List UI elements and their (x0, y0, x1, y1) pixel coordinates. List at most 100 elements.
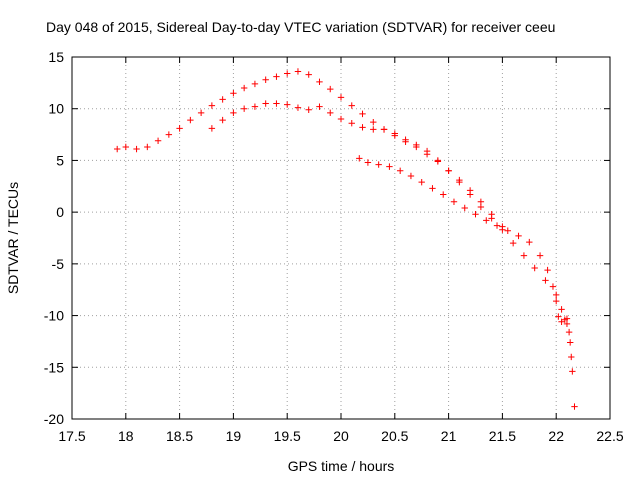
data-point (380, 126, 388, 133)
data-point (549, 283, 557, 290)
axis-ticks (71, 56, 611, 420)
data-points (113, 68, 578, 410)
y-axis-label: SDTVAR / TECUs (5, 182, 21, 294)
series-arc-b (208, 100, 571, 322)
series-arc-a (113, 68, 506, 230)
data-point (219, 96, 226, 103)
data-point (294, 68, 302, 75)
data-point (531, 264, 538, 272)
data-point (520, 252, 528, 259)
y-tick-label: -10 (44, 308, 64, 324)
data-point (569, 368, 576, 375)
data-point (375, 161, 382, 168)
x-tick-label: 21 (441, 428, 457, 444)
data-point (230, 90, 237, 97)
data-point (555, 313, 562, 320)
data-point (423, 147, 431, 155)
x-tick-label: 22 (548, 428, 564, 444)
data-point (240, 105, 248, 112)
x-tick-label: 19 (226, 428, 242, 444)
data-point (466, 191, 474, 198)
x-tick-label: 22.5 (596, 428, 623, 444)
x-tick-label: 21.5 (489, 428, 516, 444)
data-point (370, 126, 377, 133)
y-tick-label: -5 (52, 256, 65, 272)
data-point (262, 100, 269, 107)
y-tick-label: 15 (48, 49, 64, 65)
data-point (418, 178, 425, 186)
data-point (273, 73, 280, 80)
y-tick-labels: -20 -15 -10 -5 0 5 10 15 (44, 49, 64, 427)
data-point (499, 226, 506, 233)
data-point (165, 131, 173, 138)
x-tick-label: 17.5 (58, 428, 85, 444)
data-point (240, 84, 248, 92)
data-point (316, 78, 323, 86)
data-point (461, 204, 468, 212)
series-arc-c (356, 155, 578, 410)
data-point (273, 100, 280, 107)
data-point (230, 109, 237, 117)
data-point (402, 136, 409, 143)
chart-title: Day 048 of 2015, Sidereal Day-to-day VTE… (46, 19, 555, 35)
y-tick-label: 0 (56, 204, 64, 220)
data-point (359, 124, 366, 131)
data-point (219, 116, 226, 124)
y-tick-label: 10 (48, 101, 64, 117)
data-point (483, 217, 490, 224)
data-point (113, 145, 121, 153)
x-tick-label: 18.5 (166, 428, 193, 444)
data-point (413, 141, 420, 149)
x-tick-label: 20.5 (381, 428, 408, 444)
data-point (262, 76, 269, 83)
data-point (348, 119, 355, 127)
data-point (305, 71, 312, 78)
data-point (197, 109, 205, 117)
data-point (364, 159, 372, 166)
y-tick-label: -15 (44, 359, 64, 375)
data-point (571, 403, 578, 410)
data-point (440, 191, 447, 198)
grid-lines (72, 57, 610, 419)
data-point (472, 211, 479, 218)
x-tick-label: 20 (333, 428, 349, 444)
data-point (544, 266, 551, 274)
data-point (208, 125, 216, 132)
x-axis-label: GPS time / hours (288, 458, 395, 474)
data-point (348, 102, 355, 109)
y-tick-label: 5 (56, 152, 64, 168)
data-point (558, 318, 565, 325)
data-point (208, 102, 216, 109)
data-point (488, 215, 495, 222)
data-point (553, 291, 560, 299)
data-point (526, 238, 533, 246)
data-point (563, 320, 571, 328)
data-point (122, 143, 129, 151)
data-point (561, 316, 569, 323)
data-point (396, 167, 404, 174)
data-point (386, 163, 393, 170)
data-point (133, 145, 140, 153)
data-point (477, 203, 485, 211)
x-tick-label: 19.5 (274, 428, 301, 444)
data-point (294, 104, 302, 111)
data-point (327, 85, 334, 93)
data-point (356, 155, 363, 162)
data-point (187, 116, 194, 124)
data-point (566, 339, 574, 346)
x-tick-labels: 17.5 18 18.5 19 19.5 20 20.5 21 21.5 22 22.5 (58, 428, 623, 444)
data-point (536, 252, 544, 259)
y-tick-label: -20 (44, 411, 64, 427)
data-point (337, 94, 345, 101)
x-tick-label: 18 (118, 428, 134, 444)
data-point (154, 137, 162, 144)
data-point (434, 157, 442, 164)
data-point (568, 353, 575, 361)
data-point (391, 130, 398, 137)
data-point (316, 103, 323, 110)
data-point (176, 125, 183, 132)
data-point (445, 167, 452, 174)
data-point (327, 109, 334, 117)
data-point (429, 185, 436, 192)
